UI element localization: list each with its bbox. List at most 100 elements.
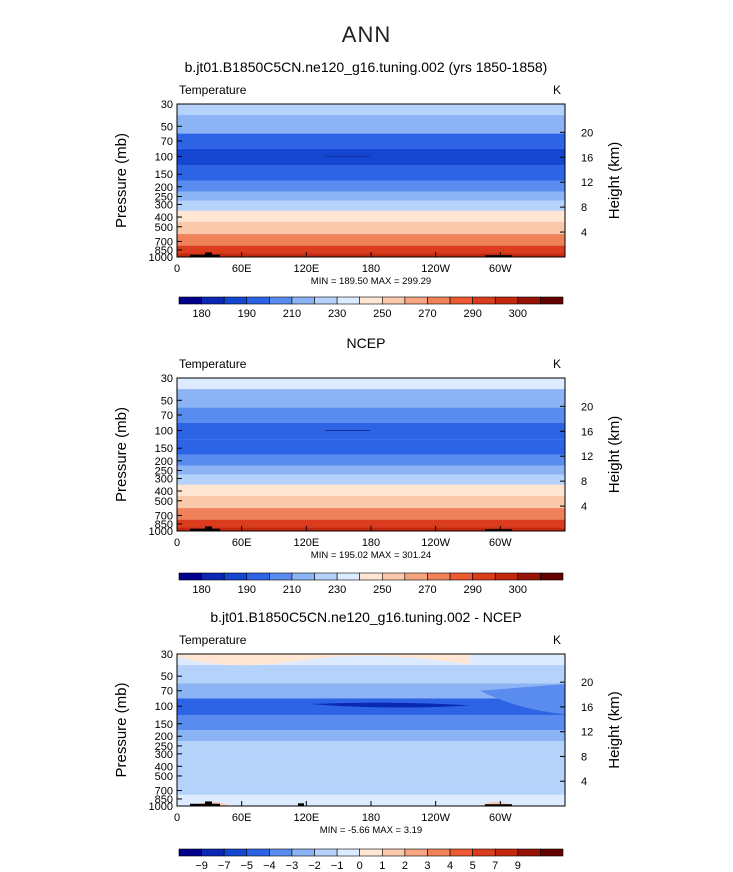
page-title: ANN [341,22,392,47]
colorbar-box [336,572,361,581]
colorbar-box [494,572,519,581]
y-axis-label: Pressure (mb) [113,682,130,777]
colorbar-box [269,572,293,581]
contour-band [177,783,565,795]
y-tick-label: 700 [155,510,173,522]
colorbar-box [427,296,451,305]
y-tick-label: 30 [161,649,173,661]
topography [205,252,212,257]
colorbar-box [381,572,406,581]
contour-feature [480,684,565,715]
y-tick-label: 500 [155,496,173,508]
contour-band [177,730,565,742]
y-tick-label: 100 [155,152,173,164]
colorbar-box [472,848,496,857]
colorbar-box [223,296,248,305]
y-tick-label: 400 [155,212,173,224]
colorbar-box [314,296,338,305]
y-tick-label: 100 [155,426,173,438]
contour-feature [177,654,470,666]
colorbar-box [223,572,248,581]
colorbar-box [246,296,270,305]
contour-band [177,794,565,803]
contour-band [177,508,565,520]
y-axis-label: Pressure (mb) [113,133,130,228]
y-tick-label: 500 [155,222,173,234]
panel-title: b.jt01.B1850C5CN.ne120_g16.tuning.002 - … [210,609,521,625]
colorbar-box [449,296,473,305]
panel-title: NCEP [347,335,386,351]
colorbar-label: 190 [238,308,256,320]
y-tick-label: 850 [155,519,173,531]
units-label: K [553,633,561,647]
colorbar-label: 190 [238,584,256,596]
contour-band [177,115,565,134]
colorbar-box [291,848,315,857]
y2-tick-label: 12 [581,451,593,463]
x-tick-label: 180 [362,812,380,824]
contour-band [177,180,565,192]
y-tick-label: 300 [155,199,173,211]
colorbar-box [449,848,473,857]
colorbar-box [381,296,406,305]
contour-band [177,389,565,408]
colorbar-label: 4 [447,860,453,872]
contour-band [177,454,565,466]
contour-band [177,654,565,666]
colorbar-box [472,572,496,581]
contour-feature [310,702,470,708]
colorbar-label: −4 [263,860,276,872]
colorbar-box [291,572,315,581]
minmax-label: MIN = 195.02 MAX = 301.24 [311,550,431,561]
contour-band [177,407,565,423]
colorbar-label: 1 [379,860,385,872]
y2-tick-label: 8 [581,202,587,214]
y2-axis-label: Height (km) [606,416,623,494]
y-tick-label: 300 [155,473,173,485]
panel-model: b.jt01.B1850C5CN.ne120_g16.tuning.002 (y… [113,59,623,320]
colorbar-box [336,296,361,305]
colorbar-label: 3 [424,860,430,872]
colorbar-label: 210 [283,584,301,596]
y-tick-label: 1000 [149,801,173,813]
colorbar-label: 9 [515,860,521,872]
x-tick-label: 120W [421,263,450,275]
colorbar-box [246,572,270,581]
y2-axis-label: Height (km) [606,691,623,769]
y-tick-label: 700 [155,236,173,248]
x-tick-label: 120E [293,263,319,275]
colorbar-label: −5 [240,860,253,872]
colorbar-box [178,848,202,857]
y2-tick-label: 16 [581,152,593,164]
colorbar-label: 230 [328,584,346,596]
colorbar-box [540,848,564,857]
contour-band [177,519,565,528]
colorbar-box [291,296,315,305]
y-tick-label: 400 [155,486,173,498]
y2-tick-label: 8 [581,476,587,488]
units-label: K [553,83,561,97]
contour-band [177,104,565,116]
contour-band [177,474,565,485]
y2-tick-label: 8 [581,751,587,763]
contour-band [177,191,565,201]
colorbar-box [359,572,383,581]
contour-band [177,465,565,475]
panel-title: b.jt01.B1850C5CN.ne120_g16.tuning.002 (y… [185,59,548,75]
colorbar-label: −1 [331,860,344,872]
colorbar-box [359,296,383,305]
y-tick-label: 1000 [149,252,173,264]
contour-band [177,741,565,750]
colorbar-label: 250 [373,308,391,320]
y-tick-label: 70 [161,136,173,148]
colorbar-label: −9 [195,860,208,872]
colorbar-label: 290 [463,584,481,596]
contour-band [177,665,565,684]
contour-band [177,245,565,254]
y2-tick-label: 4 [581,227,587,239]
y2-tick-label: 12 [581,177,593,189]
colorbar-label: 300 [509,584,527,596]
y2-tick-label: 16 [581,426,593,438]
colorbar-label: 290 [463,308,481,320]
colorbar-label: 5 [470,860,476,872]
